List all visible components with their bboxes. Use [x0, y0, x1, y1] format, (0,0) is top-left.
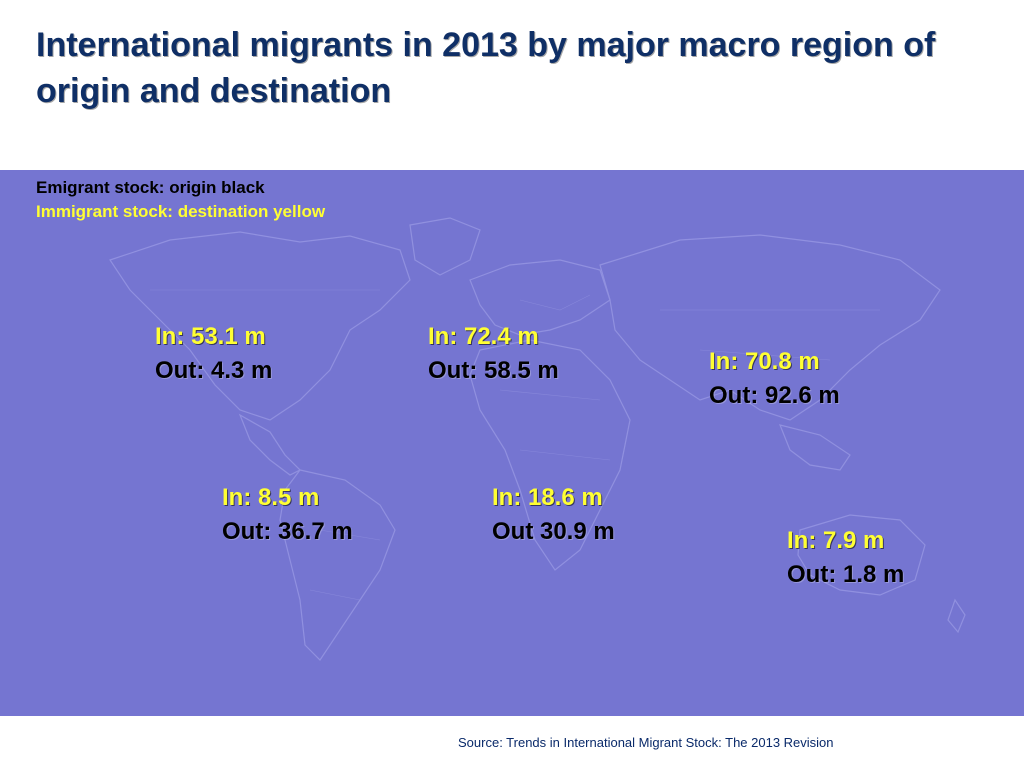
- map-background: [0, 170, 1024, 716]
- border-lines: [150, 289, 880, 601]
- region-in-value: In: 8.5 m: [222, 484, 320, 511]
- region-in-value: In: 70.8 m: [709, 348, 820, 375]
- region-asia: In: 70.8 m Out: 92.6 m: [709, 345, 840, 413]
- continent-outlines: [109, 217, 966, 661]
- region-in-value: In: 18.6 m: [492, 484, 603, 511]
- region-in-value: In: 72.4 m: [428, 323, 539, 350]
- region-out-value: Out 30.9 m: [492, 518, 615, 545]
- region-oceania: In: 7.9 m Out: 1.8 m: [787, 524, 904, 592]
- europe-outline: [469, 259, 611, 336]
- region-out-value: Out: 1.8 m: [787, 561, 905, 588]
- region-latin-america: In: 8.5 m Out: 36.7 m: [222, 481, 353, 549]
- legend-emigrant: Emigrant stock: origin black: [36, 178, 265, 197]
- central-america-outline: [238, 413, 302, 476]
- region-out-value: Out: 58.5 m: [428, 357, 559, 384]
- region-out-value: Out: 4.3 m: [155, 357, 273, 384]
- region-europe: In: 72.4 m Out: 58.5 m: [428, 320, 559, 388]
- region-out-value: Out: 36.7 m: [222, 518, 353, 545]
- world-map-outline: [0, 170, 1024, 716]
- region-in-value: In: 7.9 m: [787, 527, 885, 554]
- new-zealand-outline: [947, 598, 966, 634]
- south-america-outline: [279, 469, 396, 661]
- north-america-outline: [109, 231, 411, 421]
- slide-title: International migrants in 2013 by major …: [36, 26, 936, 110]
- region-in-value: In: 53.1 m: [155, 323, 266, 350]
- asia-outline: [599, 234, 941, 421]
- region-africa: In: 18.6 m Out 30.9 m: [492, 481, 615, 549]
- australia-outline: [797, 514, 926, 596]
- greenland-outline: [409, 217, 481, 276]
- africa-outline: [469, 339, 631, 571]
- region-out-value: Out: 92.6 m: [709, 382, 840, 409]
- world-map-panel: Emigrant stock: origin black Immigrant s…: [0, 170, 1024, 716]
- legend-immigrant: Immigrant stock: destination yellow: [36, 202, 326, 221]
- southeast-asia-outline: [779, 424, 851, 471]
- source-citation: Source: Trends in International Migrant …: [458, 735, 834, 750]
- legend: Emigrant stock: origin black Immigrant s…: [36, 176, 325, 224]
- region-north-america: In: 53.1 m Out: 4.3 m: [155, 320, 272, 388]
